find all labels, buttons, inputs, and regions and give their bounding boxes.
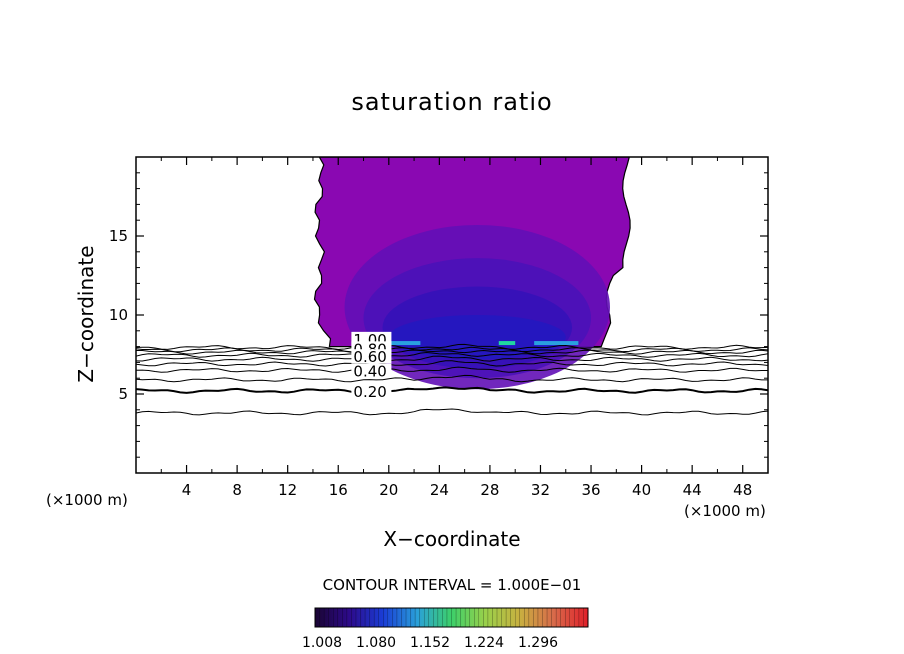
x-tick-label: 48 (733, 481, 752, 499)
colorbar-tick-label: 1.296 (518, 635, 558, 651)
colorbar-tick-label: 1.080 (356, 635, 396, 651)
colorbar-tick-label: 1.152 (410, 635, 450, 651)
x-unit-label-right: (×1000 m) (684, 502, 766, 520)
x-axis-label: X−coordinate (383, 527, 521, 551)
contour-line (136, 408, 768, 416)
contour-label: 0.60 (353, 348, 386, 366)
x-tick-label: 44 (683, 481, 702, 499)
y-tick-label: 10 (109, 306, 128, 324)
chart-title: saturation ratio (351, 88, 553, 116)
contour-label-bg (351, 349, 392, 364)
y-tick-label: 5 (118, 385, 128, 403)
contour-label: 0.20 (353, 383, 386, 401)
contour-label-bg (351, 384, 392, 398)
x-tick-label: 32 (531, 481, 550, 499)
streak-2 (534, 341, 579, 346)
x-tick-label: 4 (182, 481, 192, 499)
x-tick-label: 36 (581, 481, 600, 499)
x-unit-label-left: (×1000 m) (46, 491, 128, 509)
contour-label-bg (351, 363, 392, 378)
contour-line (136, 374, 768, 383)
x-tick-label: 8 (232, 481, 242, 499)
shade-layer-3 (388, 315, 566, 360)
streak-0 (388, 341, 421, 346)
x-tick-label: 16 (329, 481, 348, 499)
contour-line (136, 343, 768, 350)
x-tick-label: 20 (379, 481, 398, 499)
x-tick-label: 24 (430, 481, 449, 499)
streak-1 (498, 341, 516, 346)
contour-line (136, 351, 768, 358)
y-tick-label: 15 (109, 227, 128, 245)
contour-line (136, 355, 768, 362)
x-tick-label: 28 (480, 481, 499, 499)
contour-line (136, 360, 768, 367)
contour-interval-text: CONTOUR INTERVAL = 1.000E−01 (322, 576, 582, 594)
contour-label: 0.40 (353, 362, 386, 380)
contour-lines (136, 343, 768, 416)
contour-line (136, 346, 768, 353)
x-tick-label: 40 (632, 481, 651, 499)
contour-line (136, 386, 768, 394)
contour-line (136, 366, 768, 373)
colorbar-tick-label: 1.008 (302, 635, 342, 651)
x-tick-label: 12 (278, 481, 297, 499)
contour-labels: 1.000.800.600.400.20 (351, 331, 392, 401)
colorbar: 1.008 1.080 1.152 1.224 1.296 (302, 607, 589, 651)
colorbar-tick-label: 1.224 (464, 635, 504, 651)
